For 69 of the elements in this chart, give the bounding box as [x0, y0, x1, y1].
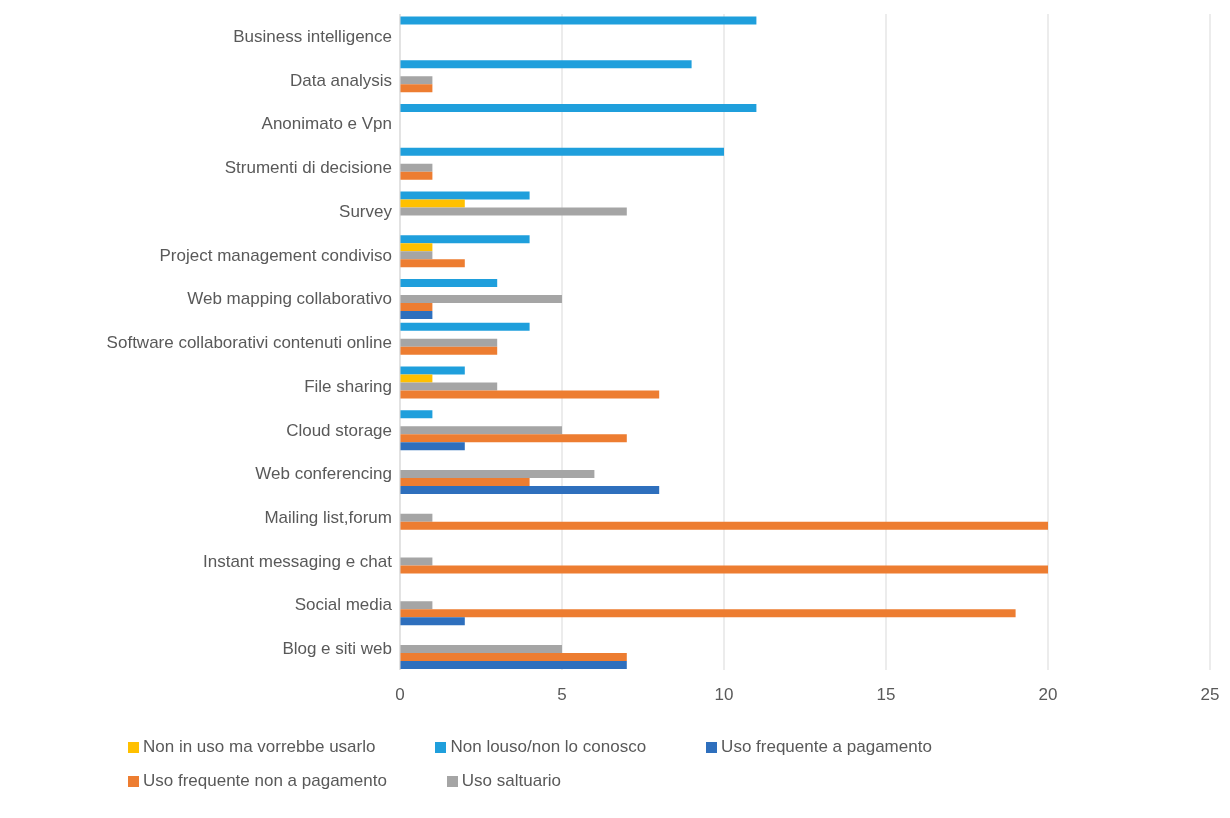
x-tick-label: 10	[714, 685, 734, 705]
bar	[400, 660, 627, 669]
y-tick-label: Web mapping collaborativo	[187, 289, 392, 309]
bar	[400, 410, 433, 419]
y-tick-label: Strumenti di decisione	[224, 158, 392, 178]
bar	[400, 644, 562, 653]
bar	[400, 251, 433, 260]
bar	[400, 434, 627, 443]
y-tick-label: Survey	[339, 201, 393, 221]
y-tick-label: Instant messaging e chat	[202, 551, 393, 571]
y-tick-label: Web conferencing	[255, 464, 392, 484]
bar	[400, 565, 1048, 574]
bar	[400, 163, 433, 172]
y-tick-label: Data analysis	[289, 70, 392, 90]
legend-label: Uso frequente a pagamento	[721, 737, 932, 756]
bar	[400, 346, 498, 355]
bar	[400, 16, 757, 25]
bar	[400, 382, 498, 391]
legend-label: Uso saltuario	[461, 771, 562, 790]
bar	[400, 60, 692, 69]
y-tick-label: File sharing	[304, 376, 392, 396]
y-tick-label: Cloud storage	[286, 420, 392, 440]
bar	[400, 259, 465, 268]
x-tick-label: 0	[395, 685, 405, 705]
bar	[400, 366, 465, 375]
bar	[400, 338, 498, 347]
bar	[400, 617, 465, 626]
bar	[400, 601, 433, 610]
bar	[400, 513, 433, 522]
x-tick-label: 5	[557, 685, 567, 705]
bar	[400, 477, 530, 486]
bar	[400, 243, 433, 252]
bar	[400, 374, 433, 383]
bar	[400, 442, 465, 451]
x-tick-label: 15	[876, 685, 896, 705]
bar	[400, 390, 660, 399]
bar	[400, 295, 562, 304]
bar	[400, 426, 562, 435]
bar	[400, 84, 433, 93]
legend-label: Non louso/non lo conosco	[450, 737, 647, 756]
bar	[400, 485, 660, 494]
y-tick-label: Mailing list,forum	[264, 507, 392, 527]
legend-label: Non in uso ma vorrebbe usarlo	[143, 737, 376, 756]
bar	[400, 311, 433, 320]
bar	[400, 171, 433, 180]
y-tick-label: Software collaborativi contenuti online	[106, 333, 392, 353]
x-tick-label: 25	[1200, 685, 1220, 705]
bar	[400, 76, 433, 85]
bar	[400, 147, 724, 156]
bar	[400, 652, 627, 661]
y-tick-label: Business intelligence	[233, 26, 392, 46]
bar	[400, 199, 465, 208]
x-tick-label: 20	[1038, 685, 1058, 705]
bar	[400, 191, 530, 200]
bar	[400, 303, 433, 312]
bar	[400, 207, 627, 216]
legend-label: Uso frequente non a pagamento	[143, 771, 387, 790]
bar	[400, 235, 530, 244]
bar	[400, 469, 595, 478]
bar	[400, 279, 498, 288]
bar	[400, 521, 1048, 530]
bar	[400, 557, 433, 566]
bar	[400, 609, 1016, 618]
y-tick-label: Project management condiviso	[159, 245, 392, 265]
bar	[400, 104, 757, 113]
y-tick-label: Social media	[294, 595, 393, 615]
y-tick-label: Blog e siti web	[282, 639, 392, 659]
y-tick-label: Anonimato e Vpn	[261, 114, 392, 134]
bar	[400, 322, 530, 331]
